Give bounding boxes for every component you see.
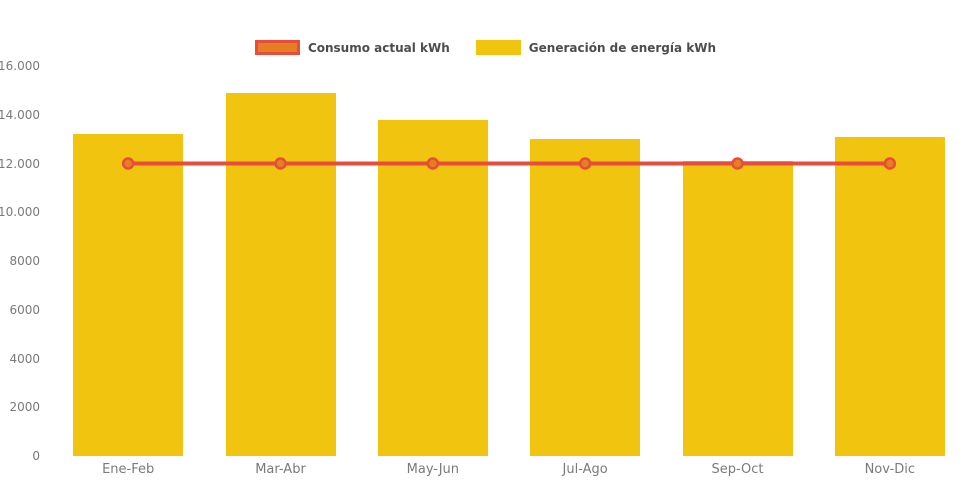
y-tick-label: 10.000 bbox=[0, 205, 40, 220]
line-series-consumo-actual bbox=[121, 157, 897, 170]
x-tick-label-Nov-Dic: Nov-Dic bbox=[864, 462, 916, 477]
x-tick-label-Mar-Abr: Mar-Abr bbox=[255, 462, 306, 477]
bar-Ene-Feb bbox=[73, 134, 184, 456]
y-tick-label: 16.000 bbox=[0, 59, 40, 73]
legend: Consumo actual kWh Generación de energía… bbox=[0, 40, 971, 55]
x-tick-label-Ene-Feb: Ene-Feb bbox=[102, 462, 155, 477]
legend-label-generacion-energia: Generación de energía kWh bbox=[528, 40, 717, 55]
y-tick-label: 14.000 bbox=[0, 107, 40, 122]
bar-Jul-Ago bbox=[530, 139, 641, 456]
bar-Nov-Dic bbox=[834, 136, 945, 456]
y-tick-label: 6000 bbox=[9, 302, 40, 317]
bar-May-Jun bbox=[377, 119, 488, 456]
plot-area bbox=[52, 66, 966, 456]
legend-item-generacion-energia[interactable]: Generación de energía kWh bbox=[475, 40, 717, 55]
y-axis: 0 2000 4000 6000 8000 10.000 12.000 14.000 16.00… bbox=[0, 0, 40, 485]
x-tick-label-Jul-Ago: Jul-Ago bbox=[562, 462, 608, 477]
x-tick-label-Sep-Oct: Sep-Oct bbox=[711, 462, 764, 477]
bar-Sep-Oct bbox=[682, 161, 793, 456]
y-tick-label: 8000 bbox=[9, 254, 40, 268]
x-axis: Ene-Feb Mar-Abr May-Jun Jul-Ago Sep-Oct Nov-D… bbox=[52, 462, 966, 482]
y-tick-label: 4000 bbox=[9, 351, 40, 366]
bar-Mar-Abr bbox=[225, 92, 336, 456]
x-tick-label-May-Jun: May-Jun bbox=[406, 462, 460, 477]
y-tick-label: 2000 bbox=[9, 400, 40, 415]
y-tick-label: 0 bbox=[32, 449, 40, 463]
y-tick-label: 12.000 bbox=[0, 156, 40, 171]
legend-item-consumo-actual[interactable]: Consumo actual kWh bbox=[254, 40, 450, 55]
legend-label-consumo-actual: Consumo actual kWh bbox=[307, 40, 450, 55]
legend-swatch-line-icon bbox=[254, 40, 300, 55]
legend-swatch-bar-icon bbox=[475, 40, 521, 55]
